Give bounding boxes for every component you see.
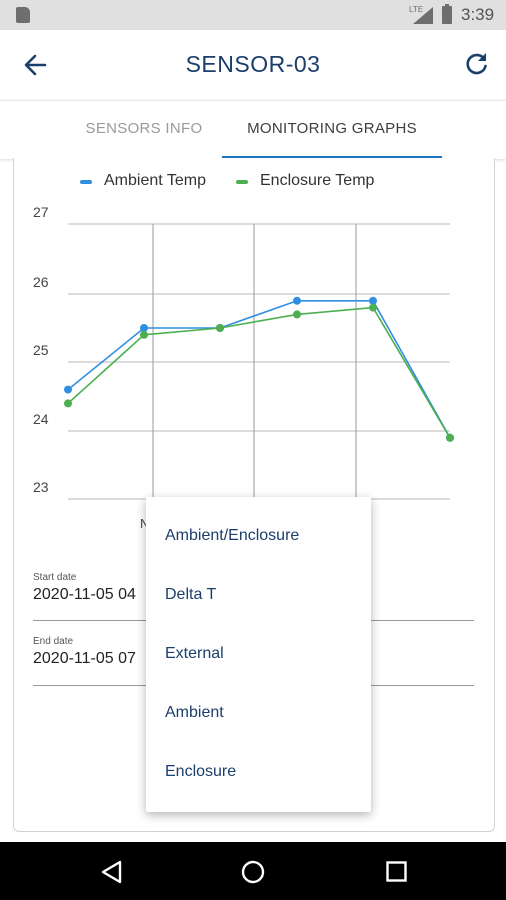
tab-monitoring-graphs-label: MONITORING GRAPHS xyxy=(247,120,417,137)
clock: 3:39 xyxy=(461,5,495,24)
y-tick-label: 23 xyxy=(33,479,49,495)
start-date-value: 2020-11-05 04 xyxy=(33,586,136,603)
back-nav-icon[interactable] xyxy=(101,860,123,884)
tab-monitoring-graphs[interactable]: MONITORING GRAPHS xyxy=(222,101,442,159)
menu-item-delta-t[interactable]: Delta T xyxy=(165,586,217,603)
data-point-ambient[interactable] xyxy=(369,296,377,305)
data-point-enclosure[interactable] xyxy=(64,399,72,408)
data-point-ambient[interactable] xyxy=(140,324,148,332)
sd-card-icon xyxy=(16,7,30,23)
start-date-label: Start date xyxy=(33,572,77,583)
app-bar: SENSOR-03 xyxy=(0,30,506,100)
y-tick-label: 27 xyxy=(33,204,49,220)
series-line-ambient xyxy=(67,300,451,439)
data-point-enclosure[interactable] xyxy=(446,433,454,442)
refresh-icon[interactable] xyxy=(462,49,492,79)
end-date-label: End date xyxy=(33,636,74,647)
network-type-label: LTE xyxy=(409,5,424,14)
home-nav-icon[interactable] xyxy=(241,860,265,884)
active-tab-indicator xyxy=(222,156,442,159)
legend-ambient-label: Ambient Temp xyxy=(104,172,206,189)
menu-item-enclosure[interactable]: Enclosure xyxy=(165,763,237,780)
series-line-enclosure xyxy=(67,306,451,439)
y-tick-label: 24 xyxy=(33,411,49,427)
battery-icon xyxy=(442,4,452,24)
data-point-enclosure[interactable] xyxy=(140,330,148,339)
signal-icon xyxy=(413,7,433,24)
y-tick-label: 26 xyxy=(33,274,49,290)
legend-enclosure-swatch xyxy=(236,180,248,184)
legend-enclosure-label: Enclosure Temp xyxy=(260,172,375,189)
data-point-ambient[interactable] xyxy=(64,385,72,394)
tab-bar: SENSORS INFO MONITORING GRAPHS xyxy=(0,100,506,159)
y-tick-label: 25 xyxy=(33,342,49,358)
data-point-enclosure[interactable] xyxy=(216,324,224,332)
recents-nav-icon[interactable] xyxy=(386,861,407,882)
data-point-enclosure[interactable] xyxy=(369,303,377,312)
menu-item-ambient-enclosure[interactable]: Ambient/Enclosure xyxy=(165,527,300,544)
x-tick-label: N xyxy=(140,516,149,531)
system-nav-bar xyxy=(0,842,506,900)
end-date-value: 2020-11-05 07 xyxy=(33,650,136,667)
data-point-ambient[interactable] xyxy=(293,296,301,305)
temperature-line-chart: 27 26 25 24 23 N xyxy=(33,204,454,531)
page-title: SENSOR-03 xyxy=(185,51,321,77)
legend-ambient-swatch xyxy=(80,180,92,184)
status-bar: LTE 3:39 xyxy=(0,0,506,30)
arrow-left-icon[interactable] xyxy=(20,50,50,80)
tab-sensors-info[interactable]: SENSORS INFO xyxy=(85,120,203,137)
menu-item-ambient[interactable]: Ambient xyxy=(165,704,224,721)
graph-type-menu: Ambient/Enclosure Delta T External Ambie… xyxy=(146,497,371,812)
data-point-enclosure[interactable] xyxy=(293,310,301,319)
menu-item-external[interactable]: External xyxy=(165,645,224,662)
